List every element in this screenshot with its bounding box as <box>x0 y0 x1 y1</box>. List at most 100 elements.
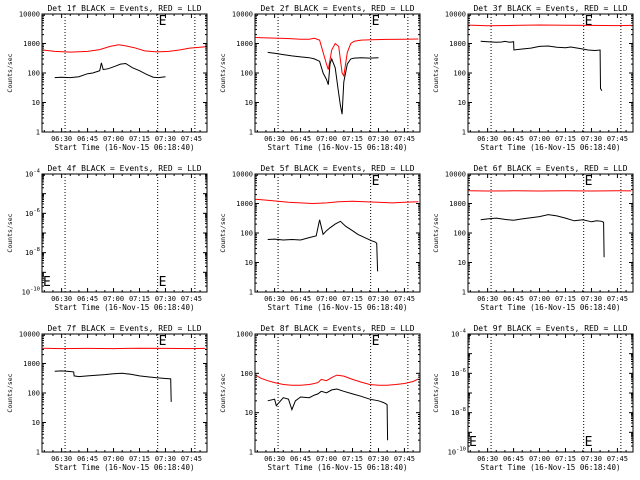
y-tick-label: 10 <box>458 259 466 267</box>
x-tick-label: 06:30 <box>477 295 498 303</box>
event-marker: E <box>585 14 593 29</box>
plot-frame <box>254 13 421 133</box>
y-axis-label: Counts/sec <box>6 53 14 92</box>
x-tick-label: 07:00 <box>529 295 550 303</box>
y-tick-label: 10-8 <box>451 407 466 417</box>
x-tick-label: 06:30 <box>264 135 285 143</box>
plot-frame <box>467 13 634 133</box>
series-lld-line <box>255 37 419 78</box>
y-tick-label: 1 <box>462 129 466 137</box>
panel-title: Det 1f BLACK = Events, RED = LLD <box>47 4 201 13</box>
panel-det3f: Det 3f BLACK = Events, RED = LLD 06:30 06:… <box>432 4 634 152</box>
y-tick-label: 1000 <box>236 40 253 48</box>
x-tick-label: 07:00 <box>103 295 124 303</box>
x-tick-label: 07:45 <box>607 135 628 143</box>
y-tick-label: 1000 <box>449 40 466 48</box>
y-tick-label: 1000 <box>23 360 40 368</box>
x-axis-label: Start Time (16-Nov-15 06:18:40) <box>55 463 195 472</box>
event-marker-left: E <box>43 275 51 290</box>
x-tick-label: 07:15 <box>342 455 363 463</box>
event-marker: E <box>159 334 167 349</box>
event-marker: E <box>159 275 167 290</box>
y-tick-label: 1 <box>36 449 40 457</box>
x-tick-label: 07:15 <box>555 455 576 463</box>
x-axis-label: Start Time (16-Nov-15 06:18:40) <box>55 303 195 312</box>
series-lld-line <box>468 24 632 27</box>
x-tick-label: 07:45 <box>181 295 202 303</box>
y-tick-label: 1000 <box>23 40 40 48</box>
x-tick-label: 06:45 <box>77 135 98 143</box>
event-marker: E <box>585 174 593 189</box>
x-tick-label: 06:30 <box>477 455 498 463</box>
x-tick-label: 07:15 <box>129 295 150 303</box>
panel-det4f: Det 4f BLACK = Events, RED = LLD 06:30 06:… <box>6 164 208 312</box>
x-tick-label: 06:30 <box>51 135 72 143</box>
panel-title: Det 4f BLACK = Events, RED = LLD <box>47 164 201 173</box>
y-tick-label: 100 <box>27 70 40 78</box>
x-tick-label: 07:15 <box>342 295 363 303</box>
y-tick-label: 10000 <box>19 331 40 339</box>
panel-det2f: Det 2f BLACK = Events, RED = LLD 06:30 06:… <box>219 4 421 152</box>
x-tick-label: 07:30 <box>581 455 602 463</box>
x-tick-label: 07:00 <box>316 455 337 463</box>
panel-title: Det 2f BLACK = Events, RED = LLD <box>260 4 414 13</box>
series-lld-line <box>42 44 206 53</box>
event-marker: E <box>372 174 380 189</box>
y-tick-label: 10000 <box>232 11 253 19</box>
x-tick-label: 06:45 <box>290 135 311 143</box>
x-tick-label: 06:45 <box>503 455 524 463</box>
x-tick-label: 07:45 <box>181 135 202 143</box>
x-tick-label: 07:15 <box>129 135 150 143</box>
y-tick-label: 10-8 <box>25 247 40 257</box>
y-tick-label: 10-10 <box>22 287 40 297</box>
y-axis-label: Counts/sec <box>432 213 440 252</box>
y-tick-label: 100 <box>240 370 253 378</box>
y-tick-label: 10000 <box>19 11 40 19</box>
plot-frame <box>467 333 634 453</box>
y-axis-label: Counts/sec <box>219 53 227 92</box>
event-marker: E <box>372 334 380 349</box>
panel-title: Det 9f BLACK = Events, RED = LLD <box>473 324 627 333</box>
x-tick-label: 07:45 <box>394 455 415 463</box>
x-tick-label: 06:30 <box>51 455 72 463</box>
event-marker: E <box>159 14 167 29</box>
x-tick-label: 07:30 <box>155 455 176 463</box>
panel-title: Det 3f BLACK = Events, RED = LLD <box>473 4 627 13</box>
x-tick-label: 07:00 <box>316 295 337 303</box>
x-tick-label: 07:30 <box>368 455 389 463</box>
y-tick-label: 100 <box>453 230 466 238</box>
y-tick-label: 10-6 <box>451 368 466 378</box>
x-tick-label: 06:30 <box>51 295 72 303</box>
panel-det1f: Det 1f BLACK = Events, RED = LLD 06:30 06:… <box>6 4 208 152</box>
panel-title: Det 5f BLACK = Events, RED = LLD <box>260 164 414 173</box>
plot-frame <box>467 173 634 293</box>
series-events-line <box>480 40 603 92</box>
y-tick-label: 1000 <box>236 331 253 339</box>
y-tick-label: 10 <box>245 409 253 417</box>
x-axis-label: Start Time (16-Nov-15 06:18:40) <box>268 303 408 312</box>
x-tick-label: 06:45 <box>77 455 98 463</box>
y-tick-label: 10 <box>245 99 253 107</box>
x-tick-label: 07:45 <box>607 295 628 303</box>
x-tick-label: 07:00 <box>103 455 124 463</box>
x-axis-label: Start Time (16-Nov-15 06:18:40) <box>268 143 408 152</box>
panel-title: Det 6f BLACK = Events, RED = LLD <box>473 164 627 173</box>
x-tick-label: 07:30 <box>155 135 176 143</box>
x-tick-label: 07:45 <box>394 295 415 303</box>
y-tick-label: 1 <box>249 449 253 457</box>
plot-frame <box>41 13 208 133</box>
y-tick-label: 10 <box>458 99 466 107</box>
y-axis-label: Counts/sec <box>432 373 440 412</box>
panel-det9f: Det 9f BLACK = Events, RED = LLD 06:30 06:… <box>432 324 634 472</box>
x-tick-label: 07:00 <box>103 135 124 143</box>
event-marker-left: E <box>469 435 477 450</box>
panel-det7f: Det 7f BLACK = Events, RED = LLD 06:30 06:… <box>6 324 208 472</box>
x-tick-label: 06:45 <box>77 295 98 303</box>
x-tick-label: 07:00 <box>529 455 550 463</box>
x-tick-label: 07:30 <box>368 295 389 303</box>
x-tick-label: 06:45 <box>503 295 524 303</box>
series-events-line <box>54 62 166 79</box>
y-tick-label: 10000 <box>445 171 466 179</box>
y-tick-label: 1 <box>36 129 40 137</box>
